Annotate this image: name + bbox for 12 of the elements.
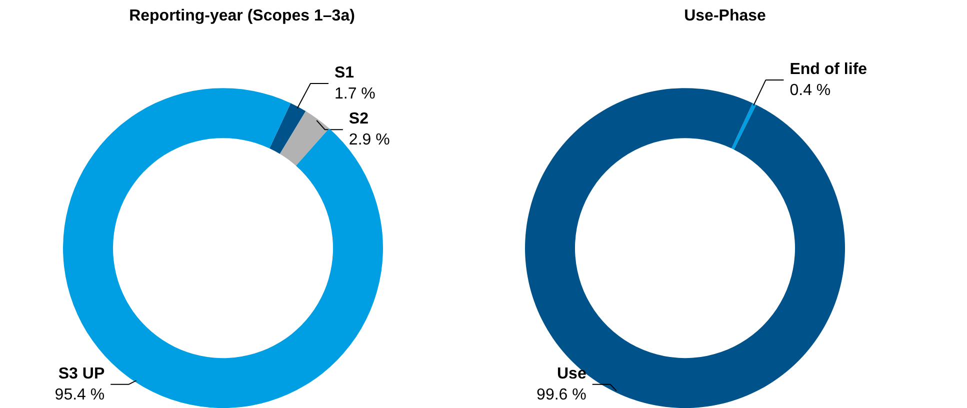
slice-label: S2 <box>348 110 369 128</box>
slice-label: End of life <box>790 61 868 78</box>
data-label: 2.9 % <box>348 132 390 149</box>
slice-label: Use <box>557 365 586 382</box>
data-label: 99.6 % <box>536 386 586 404</box>
data-label: 1.7 % <box>334 86 376 103</box>
slice-label: S1 <box>334 64 354 82</box>
slice-label: S3 UP <box>58 365 105 382</box>
chart-title: Use-Phase <box>684 8 766 24</box>
chart-title: Reporting-year (Scopes 1–3a) <box>129 8 355 24</box>
data-label: 0.4 % <box>790 82 831 100</box>
data-label: 95.4 % <box>54 386 105 404</box>
